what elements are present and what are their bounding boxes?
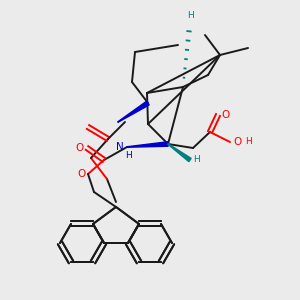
Text: O: O <box>234 137 242 147</box>
Text: O: O <box>222 110 230 120</box>
Text: N: N <box>116 142 124 152</box>
Text: H: H <box>126 152 132 160</box>
Polygon shape <box>118 101 149 122</box>
Text: O: O <box>76 143 84 153</box>
Text: H: H <box>187 11 194 20</box>
Text: H: H <box>244 137 251 146</box>
Text: O: O <box>77 169 85 179</box>
Text: H: H <box>194 155 200 164</box>
Polygon shape <box>127 142 168 147</box>
Polygon shape <box>168 144 191 162</box>
